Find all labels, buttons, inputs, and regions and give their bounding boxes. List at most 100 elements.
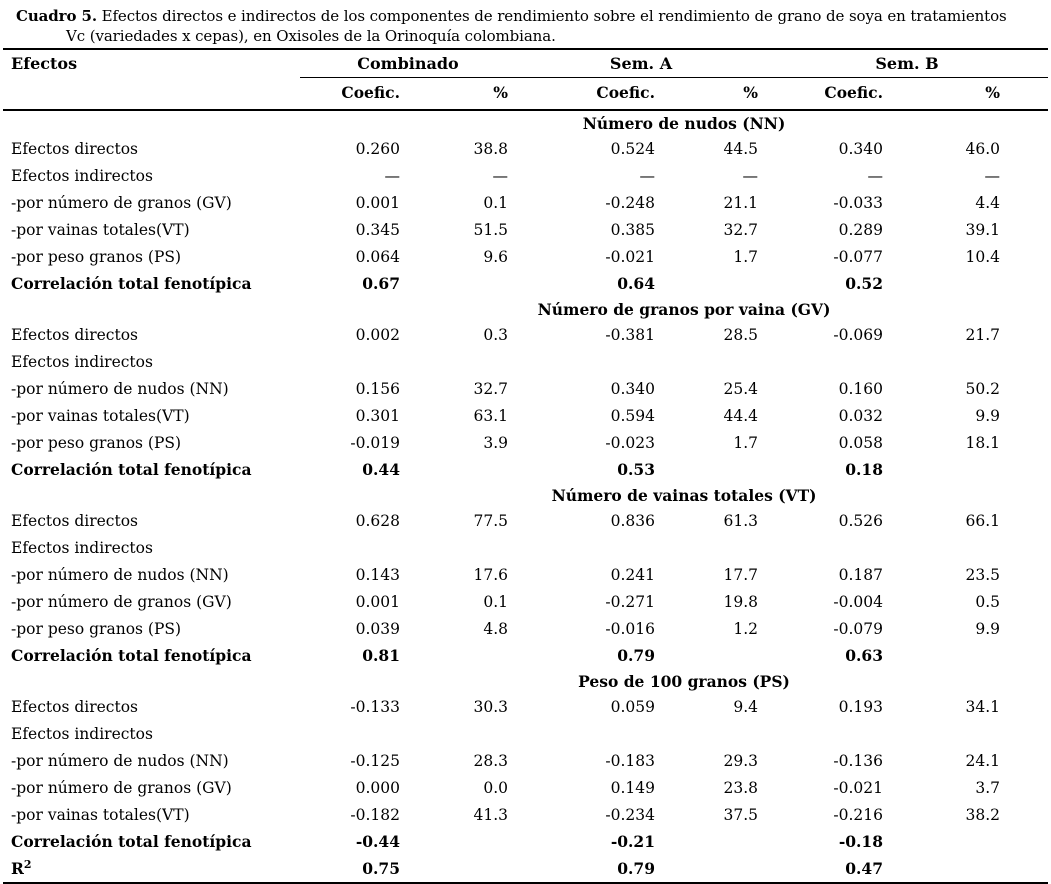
row-label: -por vainas totales(VT) [11, 220, 190, 239]
cell: 0.193 [838, 697, 883, 716]
cell: 9.9 [975, 406, 1001, 425]
cell [663, 828, 766, 855]
cell: 29.3 [723, 751, 758, 770]
cell: -0.077 [833, 247, 883, 266]
cell [766, 720, 891, 747]
cell: -0.136 [833, 751, 883, 770]
group-header-row: Efectos Combinado Sem. A Sem. B [3, 48, 1049, 111]
col-subheader-pct-sem-a: % [663, 77, 766, 111]
cell: 0.064 [355, 247, 400, 266]
cell: 0.001 [355, 193, 400, 212]
cell: 1.7 [733, 433, 758, 452]
subheader-row: Coefic. % Coefic. % Coefic. % [3, 77, 1049, 111]
cell: 0.44 [362, 460, 400, 479]
cell: 3.7 [975, 778, 1001, 797]
section-title: Número de granos por vaina (GV) [537, 299, 831, 319]
table-caption-label: Cuadro 5. [16, 7, 97, 25]
cell [408, 720, 516, 747]
cell: 32.7 [473, 379, 508, 398]
cell: -0.069 [833, 325, 883, 344]
table-row: Correlación total fenotípica -0.44 -0.21 -0… [3, 828, 1048, 855]
cell: 0.002 [355, 325, 400, 344]
cell: 77.5 [473, 511, 508, 530]
cell: 34.1 [965, 697, 1001, 716]
r-squared-exponent: 2 [23, 858, 32, 872]
cell: 1.7 [733, 247, 758, 266]
cell [891, 828, 1048, 855]
cell: 1.2 [733, 619, 758, 638]
cell: -0.033 [833, 193, 883, 212]
cell: -0.44 [355, 832, 400, 851]
col-header-efectos: Efectos [3, 48, 300, 111]
cell: -0.004 [833, 592, 883, 611]
cell: 0.75 [300, 855, 408, 884]
cell: 0.67 [362, 274, 400, 293]
effects-table: Efectos Combinado Sem. A Sem. B Coefic. … [3, 48, 1049, 884]
cell: 63.1 [473, 406, 508, 425]
row-label: -por número de granos (GV) [11, 193, 232, 212]
row-label: Efectos directos [11, 139, 139, 158]
cell: 0.5 [975, 592, 1001, 611]
section-spacer [3, 483, 300, 507]
cell: 21.1 [723, 193, 758, 212]
cell: 10.4 [965, 247, 1001, 266]
cell: 18.1 [965, 433, 1001, 452]
cell: 21.7 [965, 325, 1001, 344]
cell [300, 348, 408, 375]
section-header-row: Peso de 100 granos (PS) [3, 669, 1048, 693]
cell: 44.4 [723, 406, 758, 425]
cell: -0.021 [605, 247, 655, 266]
cell [891, 855, 1049, 884]
col-subheader-pct-combinado: % [408, 77, 516, 111]
cell: -0.381 [605, 325, 655, 344]
cell: 46.0 [965, 139, 1001, 158]
section-spacer [3, 110, 300, 135]
cell [891, 270, 1048, 297]
cell: 0.1 [483, 193, 508, 212]
table-row: -por peso granos (PS) 0.039 4.8 -0.016 1.2 -0… [3, 615, 1048, 642]
cell: -0.21 [610, 832, 655, 851]
cell: 0.524 [610, 139, 655, 158]
cell: 41.3 [473, 805, 508, 824]
cell [663, 348, 766, 375]
cell: 0.52 [845, 274, 883, 293]
cell: 0.241 [610, 565, 655, 584]
cell: 0.039 [355, 619, 400, 638]
table-row: Correlación total fenotípica 0.44 0.53 0.18 [3, 456, 1048, 483]
cell: 0.53 [617, 460, 655, 479]
cell: -0.18 [838, 832, 883, 851]
col-subheader-coefic-sem-a: Coefic. [516, 77, 663, 111]
cell: 0.836 [610, 511, 655, 530]
cell: 0.289 [838, 220, 883, 239]
section-header-row: Número de vainas totales (VT) [3, 483, 1048, 507]
cell: 32.7 [723, 220, 758, 239]
row-label: Efectos directos [11, 697, 139, 716]
row-label: R2 [3, 855, 300, 884]
cell: -0.019 [350, 433, 400, 452]
table-row: -por peso granos (PS) -0.019 3.9 -0.023 1.7 0… [3, 429, 1048, 456]
cell: 0.628 [355, 511, 400, 530]
row-label: -por número de nudos (NN) [11, 565, 229, 584]
cell: — [639, 166, 656, 185]
cell: 0.594 [610, 406, 655, 425]
cell: 24.1 [965, 751, 1001, 770]
cell: -0.248 [605, 193, 655, 212]
cell: — [384, 166, 401, 185]
cell [408, 270, 516, 297]
cell [891, 642, 1048, 669]
cell [663, 270, 766, 297]
cell: -0.216 [833, 805, 883, 824]
section-header-row: Número de nudos (NN) [3, 110, 1048, 135]
table-row: -por vainas totales(VT) -0.182 41.3 -0.234 3… [3, 801, 1048, 828]
cell: 0.260 [355, 139, 400, 158]
row-label: -por peso granos (PS) [11, 247, 182, 266]
row-label: Efectos indirectos [11, 166, 153, 185]
r-squared-base: R [11, 859, 24, 879]
row-label: Efectos indirectos [11, 352, 153, 371]
table-row: Efectos directos 0.260 38.8 0.524 44.5 0.340 4… [3, 135, 1048, 162]
cell [408, 828, 516, 855]
cell: 0.301 [355, 406, 400, 425]
cell: 0.059 [610, 697, 655, 716]
cell: -0.023 [605, 433, 655, 452]
